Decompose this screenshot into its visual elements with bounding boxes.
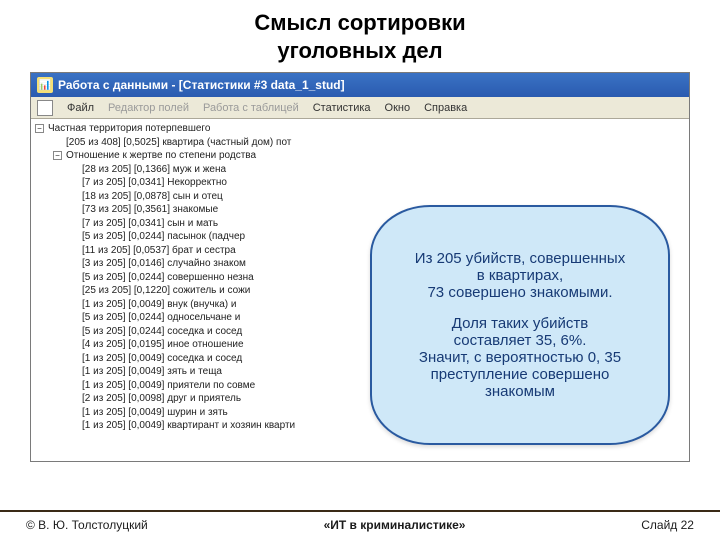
callout-line: составляет 35, 6%. bbox=[454, 332, 587, 349]
tree-item[interactable]: [1 из 205] [0,0049] приятели по совме bbox=[82, 379, 255, 393]
callout-line: 73 совершено знакомыми. bbox=[427, 284, 612, 301]
tree-item[interactable]: [4 из 205] [0,0195] иное отношение bbox=[82, 338, 244, 352]
footer: © В. Ю. Толстолуцкий «ИТ в криминалистик… bbox=[0, 510, 720, 532]
tree-item[interactable]: [3 из 205] [0,0146] случайно знаком bbox=[82, 257, 246, 271]
menu-file[interactable]: Файл bbox=[67, 102, 94, 114]
tree-root[interactable]: Частная территория потерпевшего bbox=[48, 122, 210, 136]
tree-item[interactable]: [7 из 205] [0,0341] Некорректно bbox=[82, 176, 227, 190]
callout-line: Значит, с вероятностью 0, 35 bbox=[419, 349, 621, 366]
callout-line: знакомым bbox=[485, 383, 555, 400]
expander-blank bbox=[53, 138, 62, 147]
slide-title: Смысл сортировки bbox=[0, 0, 720, 38]
menu-stats[interactable]: Статистика bbox=[313, 102, 371, 114]
tree-item[interactable]: [73 из 205] [0,3561] знакомые bbox=[82, 203, 218, 217]
tree-item[interactable]: [1 из 205] [0,0049] зять и теща bbox=[82, 365, 222, 379]
titlebar: 📊 Работа с данными - [Статистики #3 data… bbox=[31, 73, 689, 97]
menu-help[interactable]: Справка bbox=[424, 102, 467, 114]
tree-item[interactable]: [11 из 205] [0,0537] брат и сестра bbox=[82, 244, 236, 258]
tree-item[interactable]: [25 из 205] [0,1220] сожитель и сожи bbox=[82, 284, 250, 298]
callout-line: Из 205 убийств, совершенных bbox=[415, 250, 625, 267]
tree-item[interactable]: [1 из 205] [0,0049] соседка и сосед bbox=[82, 352, 242, 366]
menu-window[interactable]: Окно bbox=[385, 102, 411, 114]
tree-item[interactable]: [1 из 205] [0,0049] квартирант и хозяин … bbox=[82, 419, 295, 433]
expander-icon[interactable]: − bbox=[53, 151, 62, 160]
window-title: Работа с данными - [Статистики #3 data_1… bbox=[58, 78, 345, 92]
tree-item[interactable]: [18 из 205] [0,0878] сын и отец bbox=[82, 190, 223, 204]
tree-item[interactable]: [28 из 205] [0,1366] муж и жена bbox=[82, 163, 226, 177]
footer-slide-number: Слайд 22 bbox=[641, 518, 694, 532]
menubar: Файл Редактор полей Работа с таблицей Ст… bbox=[31, 97, 689, 119]
callout-line: Доля таких убийств bbox=[452, 315, 588, 332]
footer-author: © В. Ю. Толстолуцкий bbox=[26, 518, 148, 532]
app-icon: 📊 bbox=[37, 77, 53, 93]
tree-item[interactable]: [205 из 408] [0,5025] квартира (частный … bbox=[66, 136, 291, 150]
tree-item[interactable]: [7 из 205] [0,0341] сын и мать bbox=[82, 217, 218, 231]
tree-item[interactable]: [5 из 205] [0,0244] совершенно незна bbox=[82, 271, 254, 285]
slide-subtitle: уголовных дел bbox=[0, 38, 720, 72]
tree-group[interactable]: Отношение к жертве по степени родства bbox=[66, 149, 256, 163]
callout-line: преступление совершено bbox=[431, 366, 610, 383]
tree-item[interactable]: [5 из 205] [0,0244] односельчане и bbox=[82, 311, 240, 325]
footer-title: «ИТ в криминалистике» bbox=[324, 518, 466, 532]
tree-item[interactable]: [1 из 205] [0,0049] внук (внучка) и bbox=[82, 298, 236, 312]
expander-icon[interactable]: − bbox=[35, 124, 44, 133]
callout-bubble: Из 205 убийств, совершенных в квартирах,… bbox=[370, 205, 670, 445]
menu-table-work[interactable]: Работа с таблицей bbox=[203, 102, 299, 114]
tree-item[interactable]: [2 из 205] [0,0098] друг и приятель bbox=[82, 392, 241, 406]
menu-field-editor[interactable]: Редактор полей bbox=[108, 102, 189, 114]
tree-item[interactable]: [5 из 205] [0,0244] соседка и сосед bbox=[82, 325, 242, 339]
callout-line: в квартирах, bbox=[477, 267, 563, 284]
tree-item[interactable]: [5 из 205] [0,0244] пасынок (падчер bbox=[82, 230, 245, 244]
doc-icon bbox=[37, 100, 53, 116]
tree-item[interactable]: [1 из 205] [0,0049] шурин и зять bbox=[82, 406, 228, 420]
